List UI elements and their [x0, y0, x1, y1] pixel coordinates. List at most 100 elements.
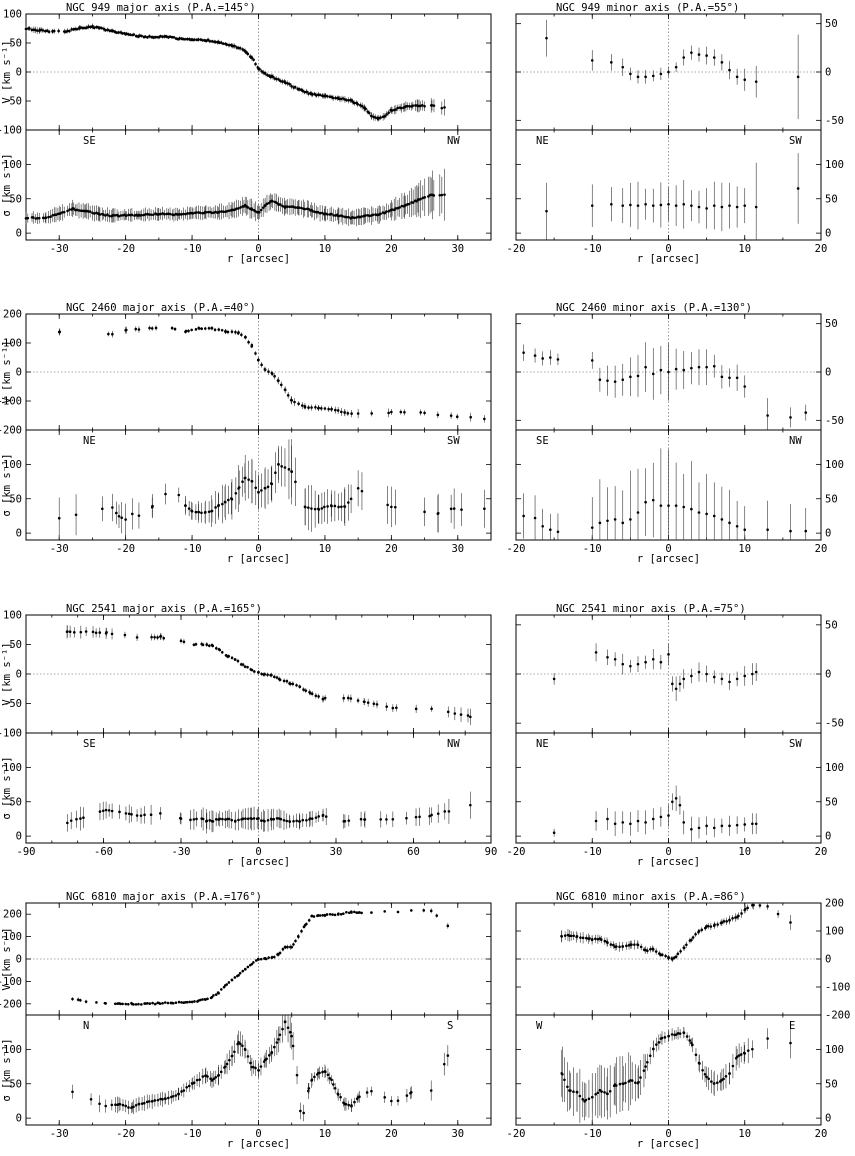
data-point	[367, 111, 371, 115]
data-point	[279, 383, 283, 387]
data-point	[588, 937, 591, 940]
data-point	[89, 25, 92, 29]
g0-minor-xlabel: r [arcsec]	[637, 253, 700, 265]
data-point	[151, 1001, 154, 1005]
data-point	[121, 32, 124, 35]
data-point	[644, 660, 647, 664]
g1-major-vlabel: V [km s⁻¹]	[1, 340, 13, 403]
data-point	[667, 1034, 671, 1038]
g2-minor-s-data	[552, 785, 758, 842]
data-point	[204, 998, 207, 1001]
data-point	[76, 998, 80, 1001]
data-point	[205, 643, 209, 646]
data-point	[47, 30, 51, 34]
x-tick-label: 0	[255, 846, 261, 858]
data-point	[581, 936, 585, 940]
data-point	[257, 1069, 260, 1072]
data-point	[330, 1078, 333, 1082]
data-point	[127, 812, 131, 816]
data-point	[720, 205, 724, 209]
data-point	[552, 831, 556, 834]
data-point	[712, 204, 716, 207]
data-point	[690, 1041, 693, 1045]
data-point	[250, 480, 254, 483]
data-point	[174, 1094, 178, 1097]
data-point	[735, 524, 739, 528]
data-point	[333, 913, 337, 917]
data-point	[395, 706, 398, 710]
data-point	[743, 385, 747, 388]
data-point	[36, 216, 39, 220]
data-point	[289, 682, 292, 686]
data-point	[28, 27, 31, 30]
x-tick-label: -10	[183, 1128, 202, 1140]
data-point	[646, 949, 649, 953]
data-point	[257, 491, 260, 494]
data-point	[664, 954, 667, 958]
data-point	[254, 959, 258, 962]
data-point	[728, 204, 731, 207]
data-point	[644, 500, 647, 504]
data-point	[121, 1103, 125, 1107]
data-point	[751, 672, 754, 676]
data-point	[326, 213, 329, 216]
data-point	[387, 411, 390, 415]
data-point	[720, 921, 724, 924]
data-point	[743, 78, 747, 82]
data-point	[227, 209, 231, 212]
data-point	[237, 818, 240, 822]
data-point	[403, 410, 406, 414]
data-point	[646, 1060, 649, 1064]
data-point	[104, 28, 107, 32]
data-point	[360, 911, 363, 915]
data-point	[134, 1103, 138, 1107]
data-point	[148, 34, 151, 38]
data-point	[300, 929, 303, 933]
g3-major-slabel: σ [km s⁻¹]	[1, 1038, 13, 1101]
data-point	[581, 1098, 585, 1101]
data-point	[336, 409, 340, 412]
data-point	[594, 937, 597, 941]
data-point	[674, 65, 678, 69]
data-point	[346, 696, 350, 700]
data-point	[79, 209, 83, 212]
g2-minor-title: NGC 2541 minor axis (P.A.=75°)	[556, 603, 746, 615]
x-tick-label: -10	[583, 243, 602, 255]
g0-minor-s-frame	[515, 129, 822, 241]
data-point	[452, 507, 456, 510]
data-point	[233, 44, 236, 48]
y-tick-label: -100	[0, 728, 22, 740]
data-point	[192, 643, 196, 647]
g2-minor-orient-left: NE	[536, 738, 549, 750]
data-point	[436, 511, 440, 515]
data-point	[185, 1000, 189, 1004]
data-point	[390, 109, 394, 112]
data-point	[305, 922, 308, 926]
data-point	[317, 695, 320, 698]
data-point	[345, 910, 348, 914]
data-point	[120, 516, 123, 520]
data-point	[606, 817, 609, 821]
data-point	[659, 368, 663, 372]
data-point	[373, 116, 377, 119]
data-point	[158, 1002, 162, 1005]
data-point	[104, 808, 108, 812]
x-tick-label: 0	[665, 846, 671, 858]
data-point	[396, 1099, 400, 1103]
data-point	[293, 206, 297, 209]
data-point	[163, 1001, 167, 1004]
y-tick-label: 0	[825, 954, 831, 966]
data-point	[349, 697, 353, 700]
data-point	[71, 1090, 74, 1094]
data-point	[118, 1102, 122, 1106]
y-tick-label: 50	[825, 493, 838, 505]
data-point	[132, 1105, 135, 1109]
y-tick-label: 50	[9, 193, 22, 205]
data-point	[705, 672, 708, 676]
data-point	[227, 43, 231, 47]
data-point	[71, 997, 74, 1001]
galaxy-3: NGC 6810 major axis (P.A.=176°)-200-1000…	[0, 891, 850, 1150]
data-point	[804, 411, 808, 414]
data-point	[320, 211, 324, 215]
data-point	[460, 508, 463, 511]
